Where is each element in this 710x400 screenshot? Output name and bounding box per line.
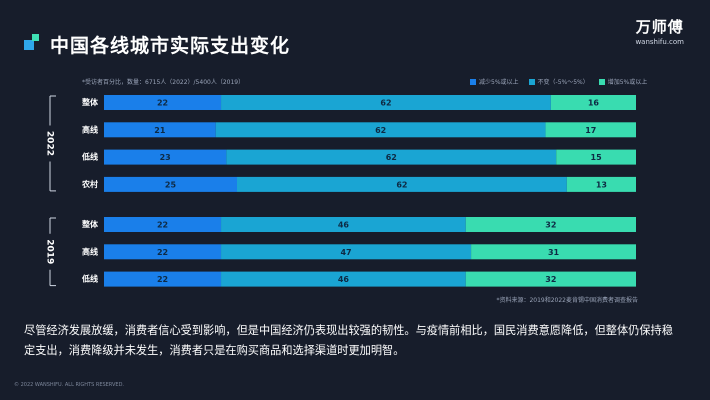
bar-value-label: 22	[157, 221, 168, 230]
legend-swatch-decrease	[470, 78, 476, 85]
brand-domain: wanshifu.com	[635, 38, 684, 46]
bar-segment-decrease	[104, 271, 222, 287]
chart-legend: 减少5%或以上 不变（-5%～5%） 增加5%或以上	[470, 77, 647, 86]
bar-segment-increase	[550, 95, 636, 110]
page-title: 中国各线城市实际支出变化	[50, 35, 291, 57]
category-label: 农村	[81, 179, 98, 189]
bar-value-label: 17	[585, 126, 596, 135]
bar-segment-increase	[465, 217, 636, 232]
bar-value-label: 25	[165, 180, 177, 189]
sample-note: *受访者百分比，数量：6715人（2022）/5400人（2019）	[82, 79, 245, 86]
category-label: 整体	[81, 219, 99, 229]
bar-segment-flat	[221, 217, 466, 232]
group-label-2022: 2022	[45, 131, 55, 156]
category-label: 低线	[81, 274, 98, 284]
legend-item-increase: 增加5%或以上	[598, 77, 648, 86]
bar-value-label: 32	[545, 275, 556, 284]
legend-item-flat: 不变（-5%～5%）	[528, 77, 589, 86]
bar-value-label: 62	[396, 180, 407, 189]
bar-segment-increase	[471, 244, 636, 260]
bar-segment-flat	[221, 271, 466, 287]
bar-segment-flat	[226, 149, 557, 165]
legend-swatch-flat	[528, 78, 535, 85]
legend-label-flat: 不变（-5%～5%）	[537, 79, 589, 86]
bar-segment-increase	[545, 122, 636, 138]
bar-value-label: 16	[588, 99, 600, 108]
legend-swatch-increase	[598, 78, 605, 85]
bar-value-label: 46	[338, 221, 350, 230]
bar-segment-decrease	[104, 176, 237, 192]
bar-value-label: 22	[157, 99, 168, 108]
bar-segment-decrease	[104, 149, 227, 165]
bar-value-label: 23	[160, 153, 171, 162]
bar-segment-decrease	[104, 95, 222, 110]
bar-value-label: 47	[340, 248, 351, 257]
stacked-bar-chart: 2022 整体 22 62 16 高线 21 62 17 低线 23 62 15 农村 25 62 13 2019…	[45, 95, 636, 287]
category-label: 低线	[81, 152, 98, 162]
brand-logo: 万师傅 wanshifu.com	[635, 16, 684, 46]
bar-segment-flat	[237, 176, 567, 192]
bar-value-label: 46	[338, 275, 350, 284]
source-note: *资料来源：2019和2022麦肯锡中国消费者调查报告	[496, 297, 638, 304]
bar-value-label: 62	[380, 99, 391, 108]
category-label: 整体	[81, 97, 99, 107]
bar-segment-increase	[566, 176, 636, 192]
bar-value-label: 13	[596, 180, 607, 189]
bar-segment-increase	[465, 271, 636, 287]
group-label-2019: 2019	[45, 239, 55, 264]
copyright: © 2022 WANSHIFU. ALL RIGHTS RESERVED.	[14, 382, 125, 388]
bar-segment-flat	[221, 244, 472, 260]
bar-value-label: 62	[386, 153, 397, 162]
bar-value-label: 15	[591, 153, 603, 162]
bar-value-label: 22	[157, 248, 168, 257]
bar-segment-decrease	[104, 217, 222, 232]
legend-label-decrease: 减少5%或以上	[479, 79, 519, 86]
bar-value-label: 32	[545, 221, 556, 230]
bar-value-label: 62	[375, 126, 386, 135]
bar-segment-decrease	[104, 244, 222, 260]
bar-value-label: 21	[154, 126, 166, 135]
category-label: 高线	[82, 246, 98, 256]
summary-paragraph: 尽管经济发展放缓，消费者信心受到影响，但是中国经济仍表现出较强的韧性。与疫情前相…	[24, 324, 673, 357]
bar-segment-flat	[215, 122, 546, 138]
title-mark-icon	[24, 34, 44, 54]
legend-label-increase: 增加5%或以上	[607, 79, 648, 86]
bar-value-label: 31	[548, 248, 560, 257]
category-label: 高线	[82, 124, 98, 134]
bar-segment-flat	[221, 95, 551, 110]
brand-name: 万师傅	[635, 18, 684, 36]
bar-segment-increase	[556, 149, 636, 165]
bar-segment-decrease	[104, 122, 216, 138]
bar-value-label: 22	[157, 275, 168, 284]
legend-item-decrease: 减少5%或以上	[470, 77, 519, 86]
